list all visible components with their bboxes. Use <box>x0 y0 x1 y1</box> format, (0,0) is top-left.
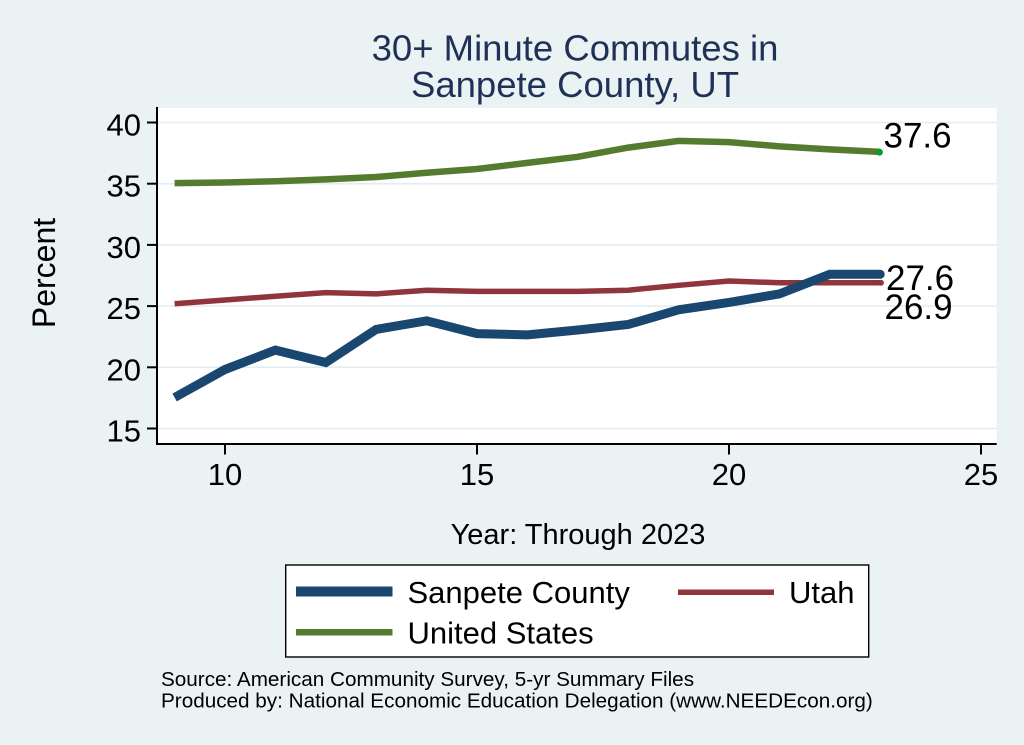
svg-text:37.6: 37.6 <box>884 117 952 156</box>
svg-text:15: 15 <box>107 414 141 449</box>
svg-text:25: 25 <box>107 291 141 326</box>
svg-text:35: 35 <box>107 169 141 204</box>
svg-text:27.6: 27.6 <box>886 259 954 298</box>
svg-text:25: 25 <box>964 457 998 492</box>
svg-text:15: 15 <box>460 457 494 492</box>
svg-text:20: 20 <box>712 457 746 492</box>
svg-text:Sanpete County: Sanpete County <box>408 575 631 610</box>
svg-text:Year: Through 2023: Year: Through 2023 <box>451 519 706 551</box>
svg-text:Sanpete County, UT: Sanpete County, UT <box>411 64 739 105</box>
svg-text:Percent: Percent <box>26 218 62 328</box>
svg-text:Source: American Community Sur: Source: American Community Survey, 5-yr … <box>161 668 694 691</box>
svg-text:United States: United States <box>408 616 594 651</box>
svg-text:Utah: Utah <box>789 575 854 610</box>
svg-text:20: 20 <box>107 352 141 387</box>
svg-text:10: 10 <box>208 457 242 492</box>
svg-text:Produced by: National Economic: Produced by: National Economic Education… <box>161 690 873 713</box>
svg-text:30+ Minute Commutes in: 30+ Minute Commutes in <box>372 28 779 69</box>
svg-text:40: 40 <box>107 108 141 143</box>
svg-text:26.9: 26.9 <box>885 288 953 327</box>
svg-text:30: 30 <box>107 230 141 265</box>
